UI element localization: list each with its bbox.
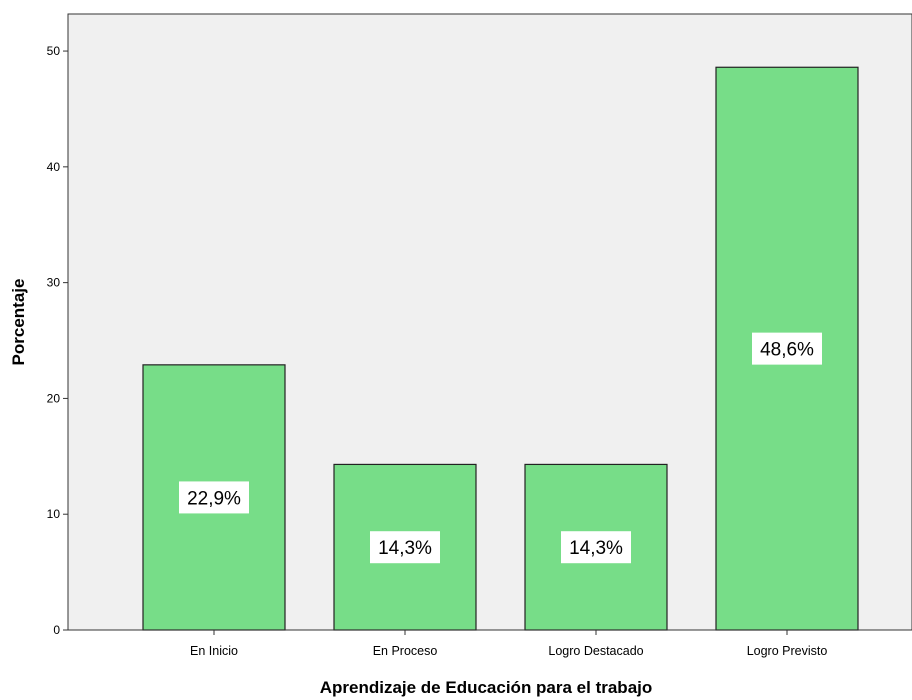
data-labels: 22,9% 14,3% 14,3% 48,6% [179,332,822,564]
x-ticks: En Inicio En Proceso Logro Destacado Logro … [190,630,827,658]
data-label-box [561,531,631,564]
x-tick-label: En Inicio [190,644,238,658]
x-tick-label: Logro Destacado [548,644,643,658]
data-label: 22,9% [187,488,241,509]
y-tick-label: 20 [47,391,61,405]
data-label-box [179,481,249,514]
y-tick-label: 10 [47,507,61,521]
x-tick-label: Logro Previsto [747,644,828,658]
data-label: 14,3% [378,538,432,559]
y-axis-title: Porcentaje [9,279,28,366]
y-tick-label: 40 [47,160,61,174]
y-tick-label: 0 [53,623,60,637]
y-tick-label: 50 [47,44,61,58]
y-ticks: 0 10 20 30 40 50 [47,44,68,637]
data-label: 14,3% [569,538,623,559]
y-tick-label: 30 [47,276,61,290]
x-tick-label: En Proceso [373,644,438,658]
data-label-box [752,332,822,365]
data-label: 48,6% [760,340,814,361]
x-axis-title: Aprendizaje de Educación para el trabajo [320,678,653,697]
data-label-box [370,531,440,564]
